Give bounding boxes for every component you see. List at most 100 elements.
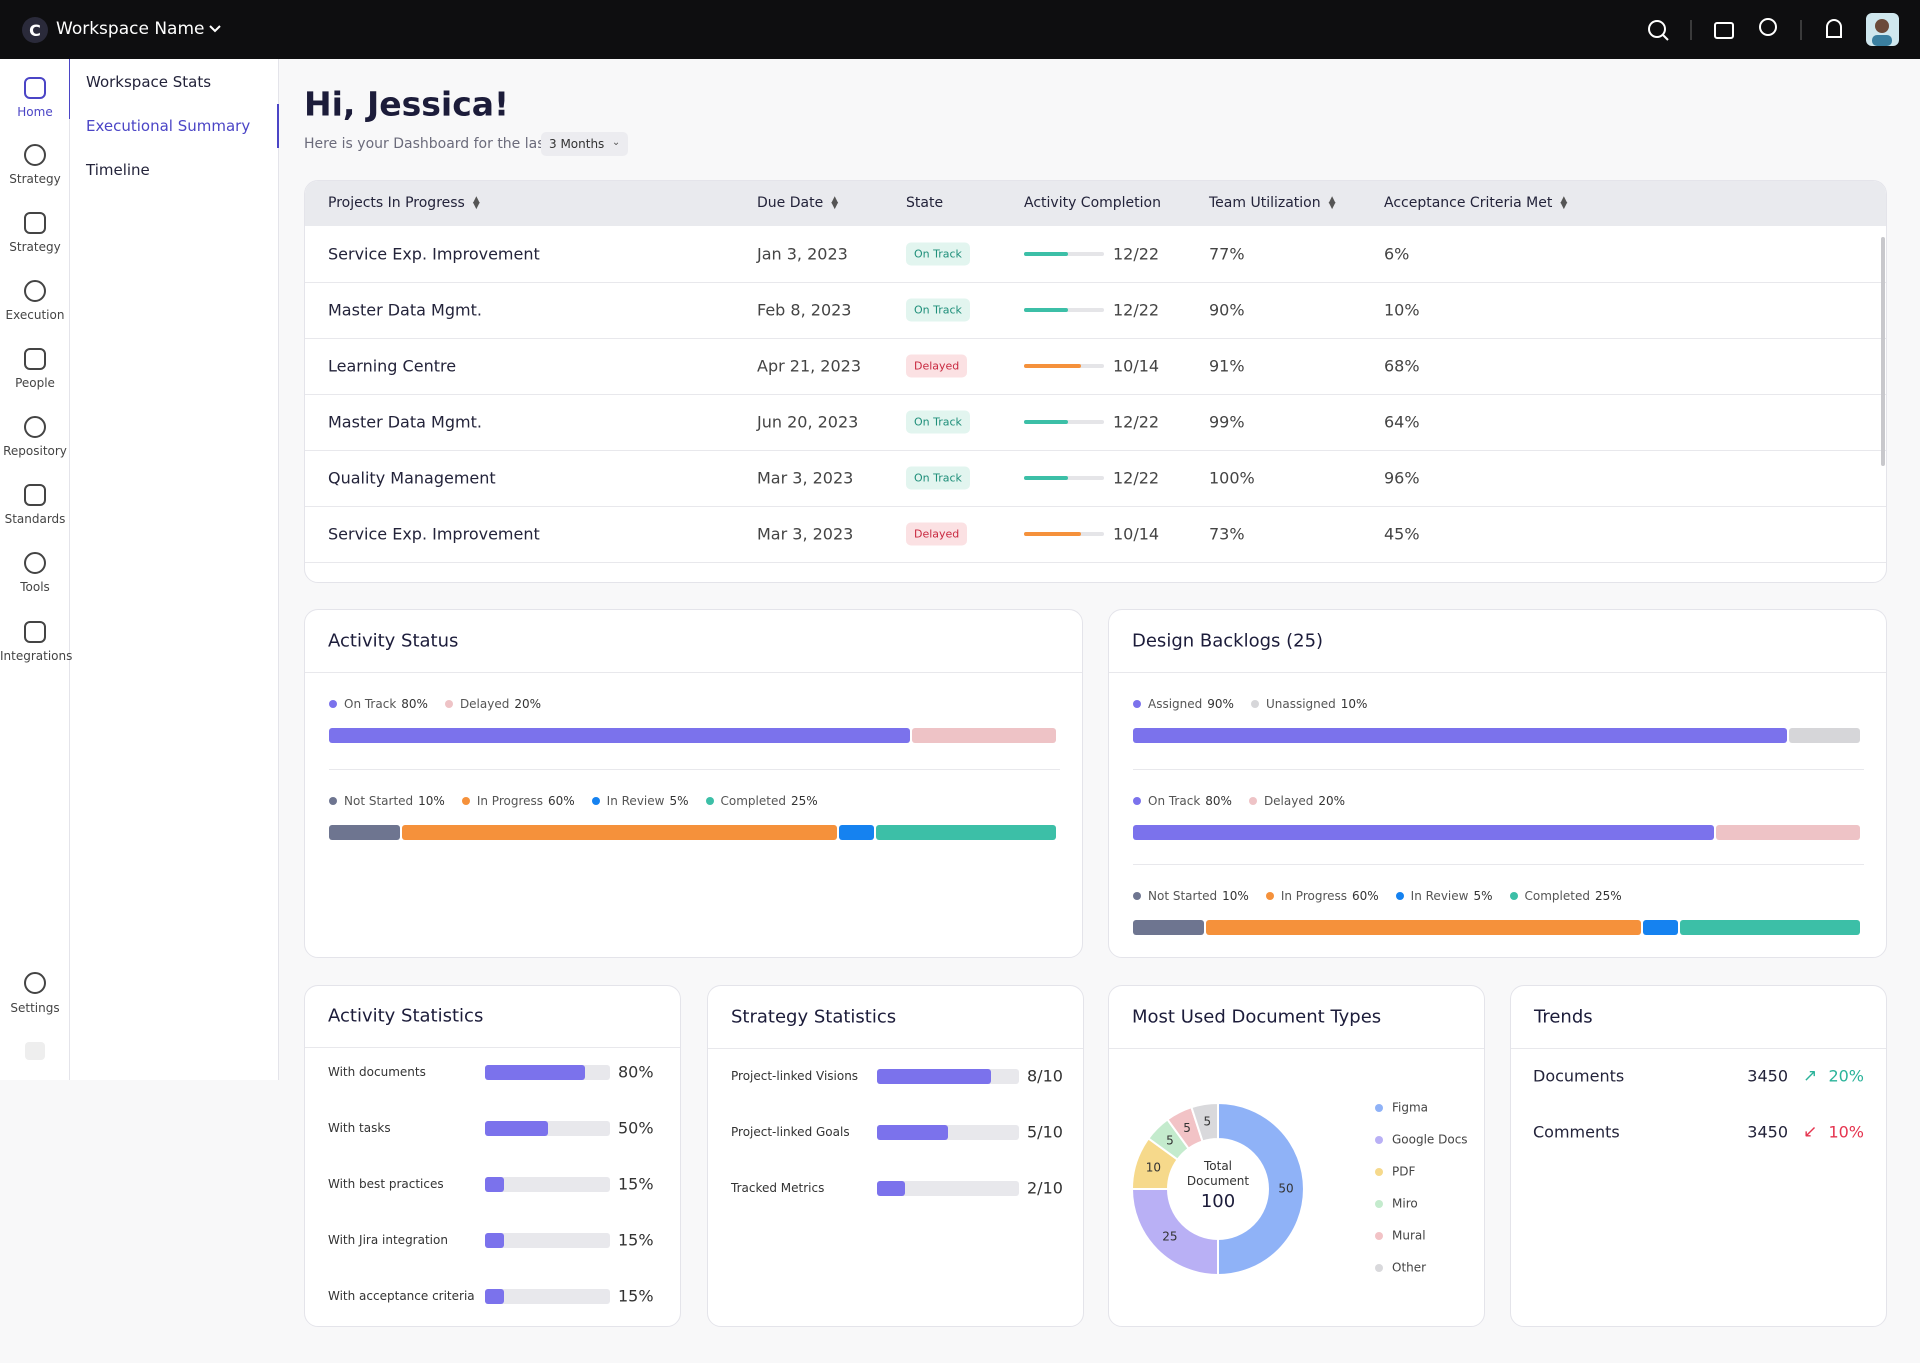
design-backlogs-card: Design Backlogs (25) Assigned 90% Unassigne… (1108, 609, 1887, 958)
submenu-item[interactable]: Executional Summary (86, 117, 251, 135)
sort-icon[interactable]: ▲ ▼ (831, 195, 839, 211)
legend-value: 20% (514, 697, 542, 711)
stat-track (485, 1233, 610, 1248)
logo: C (22, 17, 48, 43)
legend-name: Figma (1392, 1101, 1428, 1115)
nav-label[interactable]: Execution (5, 308, 65, 322)
strategy-statistics-card: Strategy Statistics Project-linked Vision… (707, 985, 1084, 1327)
completion-bar (1024, 476, 1068, 480)
bulb-icon[interactable] (1759, 18, 1777, 36)
state-badge: Delayed (906, 522, 968, 546)
nav-label[interactable]: Repository (3, 444, 67, 458)
nav-icon[interactable] (24, 348, 46, 370)
nav-label[interactable]: People (15, 376, 55, 390)
due-date: Mar 3, 2023 (757, 468, 854, 488)
legend-name: In Review (606, 794, 665, 808)
legend-value: 10% (418, 794, 445, 808)
column-header[interactable]: Acceptance Criteria Met ▲ ▼ (1384, 195, 1568, 211)
slice-label: 5 (1183, 1121, 1191, 1135)
trend-count: 3450 (1747, 1122, 1788, 1142)
stat-label: With best practices (328, 1177, 444, 1191)
column-header[interactable]: Team Utilization ▲ ▼ (1209, 195, 1336, 211)
bar-segment (1133, 728, 1788, 743)
nav-icon[interactable] (24, 212, 46, 234)
activity-status-card: Activity Status On Track 80% Delayed 20% Not … (304, 609, 1083, 958)
submenu-item[interactable]: Timeline (86, 161, 150, 179)
stat-value: 80% (618, 1062, 654, 1082)
bell-icon[interactable] (1826, 19, 1842, 38)
nav-label[interactable]: Home (17, 105, 53, 119)
nav-label[interactable]: Strategy (9, 172, 61, 186)
legend-item: In Progress 60% (1265, 889, 1379, 903)
legend-name: Completed (720, 794, 786, 808)
stat-label: With tasks (328, 1121, 391, 1135)
stat-bar (485, 1121, 548, 1136)
search-icon[interactable] (1648, 20, 1666, 38)
legend-dot (329, 797, 337, 805)
project-name[interactable]: Master Data Mgmt. (328, 300, 482, 320)
gift-icon[interactable] (1714, 22, 1734, 39)
legend-dot (1375, 1200, 1383, 1208)
completion-label: 12/22 (1113, 412, 1160, 432)
trend-count: 3450 (1747, 1066, 1788, 1086)
project-name[interactable]: Service Exp. Improvement (328, 244, 540, 264)
completion-bar (1024, 308, 1068, 312)
legend-item: Unassigned 10% (1250, 697, 1367, 711)
stat-bar (485, 1177, 504, 1192)
bar-segment (329, 825, 400, 840)
sort-icon[interactable]: ▲ ▼ (472, 195, 480, 211)
card-title: Activity Statistics (328, 1005, 484, 1027)
project-name[interactable]: Learning Centre (328, 356, 457, 376)
avatar-body (1872, 35, 1892, 46)
legend-name: Completed (1524, 889, 1590, 903)
legend-dot (1265, 892, 1274, 900)
legend-dot (1375, 1136, 1383, 1144)
settings-icon[interactable] (24, 972, 46, 994)
period-dropdown[interactable]: 3 Months ⌄ (541, 132, 629, 156)
greeting: Hi, Jessica! (304, 84, 510, 124)
submenu-item[interactable]: Workspace Stats (86, 73, 212, 91)
due-date: Feb 8, 2023 (757, 300, 852, 320)
nav-icon[interactable] (24, 77, 46, 99)
project-name[interactable]: Service Exp. Improvement (328, 524, 540, 544)
completion-bar (1024, 532, 1082, 536)
nav-icon[interactable] (24, 552, 46, 574)
nav-icon[interactable] (24, 144, 46, 166)
bar-segment (1133, 920, 1204, 935)
bar-segment (1716, 825, 1860, 840)
nav-label[interactable]: Standards (4, 512, 66, 526)
nav-icon[interactable] (24, 416, 46, 438)
nav-icon[interactable] (24, 621, 46, 643)
legend-item: Not Started 10% (329, 794, 445, 808)
column-header[interactable]: Due Date ▲ ▼ (757, 195, 839, 211)
team-utilization: 77% (1209, 244, 1245, 264)
project-name[interactable]: Quality Management (328, 468, 496, 488)
legend-value: 25% (790, 794, 818, 808)
nav-label[interactable]: Strategy (9, 240, 61, 254)
workspace-name[interactable]: Workspace Name (56, 19, 205, 39)
legend-dot (1375, 1168, 1383, 1176)
trends-card: Trends Documents 3450 ↗ 20% Comments 3450 ↙ 10% (1510, 985, 1887, 1327)
card-title: Strategy Statistics (731, 1006, 897, 1028)
project-name[interactable]: Master Data Mgmt. (328, 412, 482, 432)
donut-center-label: Total Document (1186, 1159, 1250, 1188)
due-date: Mar 3, 2023 (757, 524, 854, 544)
sort-icon[interactable]: ▲ ▼ (1560, 195, 1568, 211)
nav-label[interactable]: Integrations (0, 649, 73, 663)
bar-segment (329, 728, 911, 743)
legend-name: In Progress (1280, 889, 1347, 903)
card-title: Design Backlogs (25) (1132, 630, 1324, 652)
expand-button[interactable] (25, 1042, 45, 1060)
nav-label[interactable]: Tools (20, 580, 50, 594)
nav-icon[interactable] (24, 280, 46, 302)
nav-icon[interactable] (24, 484, 46, 506)
workspace-chevron[interactable] (207, 22, 223, 36)
legend-dot (705, 797, 714, 805)
nav-label[interactable]: Settings (10, 1001, 60, 1015)
top-bar (0, 0, 1920, 59)
column-header[interactable]: Projects In Progress ▲ ▼ (328, 195, 480, 211)
donut-total: 100 (1200, 1191, 1236, 1212)
sort-icon[interactable]: ▲ ▼ (1328, 195, 1336, 211)
trend-change: 20% (1828, 1066, 1864, 1086)
